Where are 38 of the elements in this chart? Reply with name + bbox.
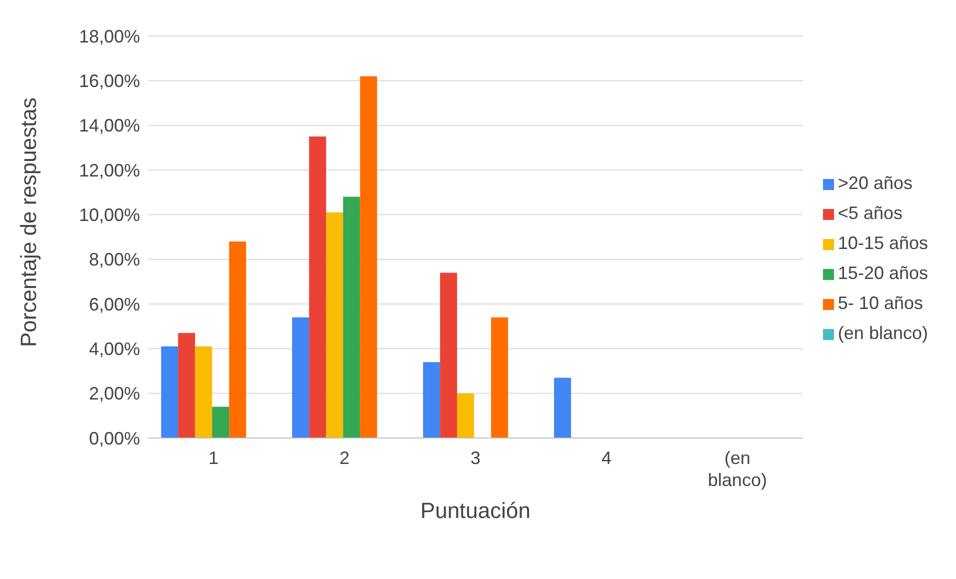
bar [195, 346, 212, 438]
bar [457, 393, 474, 438]
bar [292, 317, 310, 438]
bar [491, 317, 508, 438]
bar [326, 212, 344, 438]
y-tick-label: 18,00% [78, 26, 140, 46]
legend-label: 15-20 años [838, 263, 928, 283]
y-tick-label: 12,00% [78, 160, 140, 180]
x-axis-title: Puntuación [420, 498, 531, 523]
y-axis-title: Porcentaje de respuestas [16, 98, 41, 347]
bar [212, 406, 230, 438]
x-tick-label: 4 [601, 448, 612, 468]
y-tick-label: 16,00% [78, 71, 140, 92]
y-tick-label: 10,00% [78, 205, 140, 226]
legend-label: <5 años [838, 203, 902, 223]
x-tick-label: 3 [470, 448, 480, 468]
bar [360, 76, 378, 438]
bar [343, 196, 360, 438]
bar [423, 362, 440, 438]
x-tick-label: 2 [339, 448, 350, 468]
x-tick-label: 1 [208, 448, 218, 468]
y-tick-label: 6,00% [88, 294, 140, 314]
bar [554, 378, 572, 438]
legend-label: 5- 10 años [838, 293, 923, 313]
legend-label: 10-15 años [838, 233, 928, 253]
y-tick-label: 8,00% [88, 250, 140, 270]
y-tick-label: 4,00% [88, 339, 140, 360]
y-tick-label: 2,00% [88, 384, 140, 404]
bar [229, 241, 246, 438]
x-tick-label: (en blanco) [708, 448, 767, 490]
bar [309, 136, 326, 438]
y-tick-label: 0,00% [88, 428, 140, 448]
bar [161, 346, 178, 438]
legend-label: (en blanco) [838, 323, 928, 343]
bar [178, 333, 196, 438]
legend-label: >20 años [838, 173, 912, 193]
y-tick-label: 14,00% [78, 116, 140, 136]
bar [440, 272, 458, 438]
